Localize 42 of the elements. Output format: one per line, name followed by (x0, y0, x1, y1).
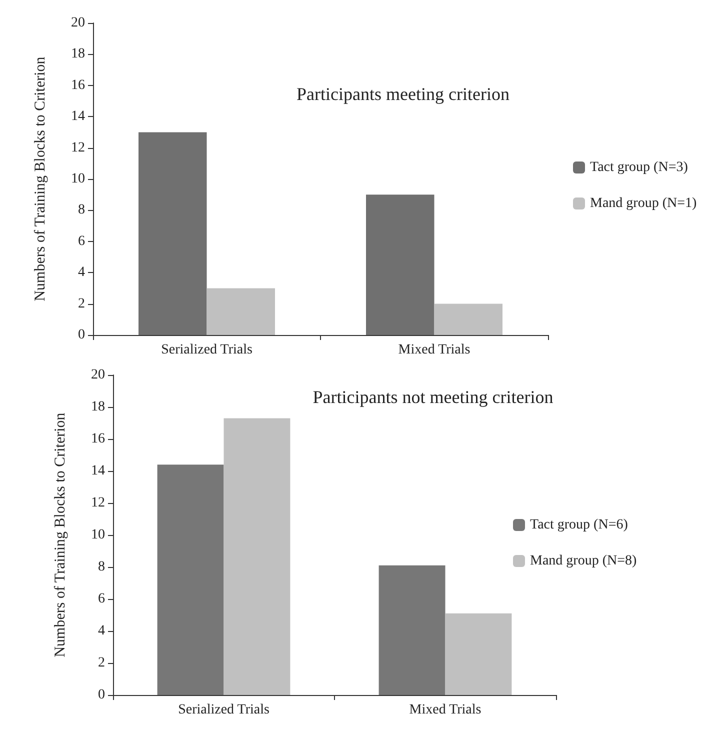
y-tick-label: 0 (78, 328, 85, 342)
y-tick-label: 2 (78, 296, 85, 312)
text: Participants meeting criterion (296, 84, 510, 104)
y-axis-title: Numbers of Training Blocks to Criterion (32, 56, 48, 302)
bar (445, 613, 512, 695)
bar (138, 132, 207, 335)
legend-label: Tact group (N=6) (530, 518, 628, 532)
y-tick-label: 20 (71, 16, 85, 30)
bar (366, 194, 434, 335)
y-tick-label: 20 (91, 368, 105, 382)
legend-label: Mand group (N=1) (590, 196, 697, 211)
legend-label: Mand group (N=8) (530, 554, 637, 568)
y-tick-label: 4 (78, 265, 85, 280)
y-tick-label: 8 (98, 560, 105, 574)
bar (206, 288, 275, 335)
y-tick-label: 18 (91, 400, 105, 414)
y-tick-label: 14 (71, 109, 85, 124)
y-tick-label: 16 (71, 78, 85, 93)
bar (378, 565, 446, 695)
y-axis-title: Numbers of Training Blocks to Criterion (52, 412, 68, 658)
legend-label: Tact group (N=3) (590, 160, 688, 175)
bar (434, 304, 502, 335)
y-tick-label: 6 (78, 234, 85, 249)
y-tick-label: 14 (91, 464, 105, 478)
y-tick-label: 12 (71, 140, 85, 156)
x-tick-label: Serialized Trials (178, 702, 270, 718)
y-tick-label: 0 (98, 688, 105, 702)
y-tick-label: 10 (91, 528, 105, 542)
y-tick-label: 2 (98, 656, 105, 670)
y-tick-label: 8 (78, 202, 85, 218)
y-tick-label: 12 (91, 496, 105, 510)
y-tick-label: 6 (98, 592, 105, 606)
y-tick-label: 10 (71, 172, 85, 186)
y-tick-label: 16 (91, 432, 105, 446)
x-tick-label: Serialized Trials (161, 342, 252, 358)
y-tick-label: 18 (71, 46, 85, 62)
bar (157, 464, 224, 695)
y-tick-label: 4 (98, 624, 105, 638)
text: Participants not meeting criterion (312, 387, 554, 407)
x-tick-label: Mixed Trials (398, 342, 470, 358)
bar (224, 418, 290, 695)
x-tick-label: Mixed Trials (409, 702, 482, 718)
